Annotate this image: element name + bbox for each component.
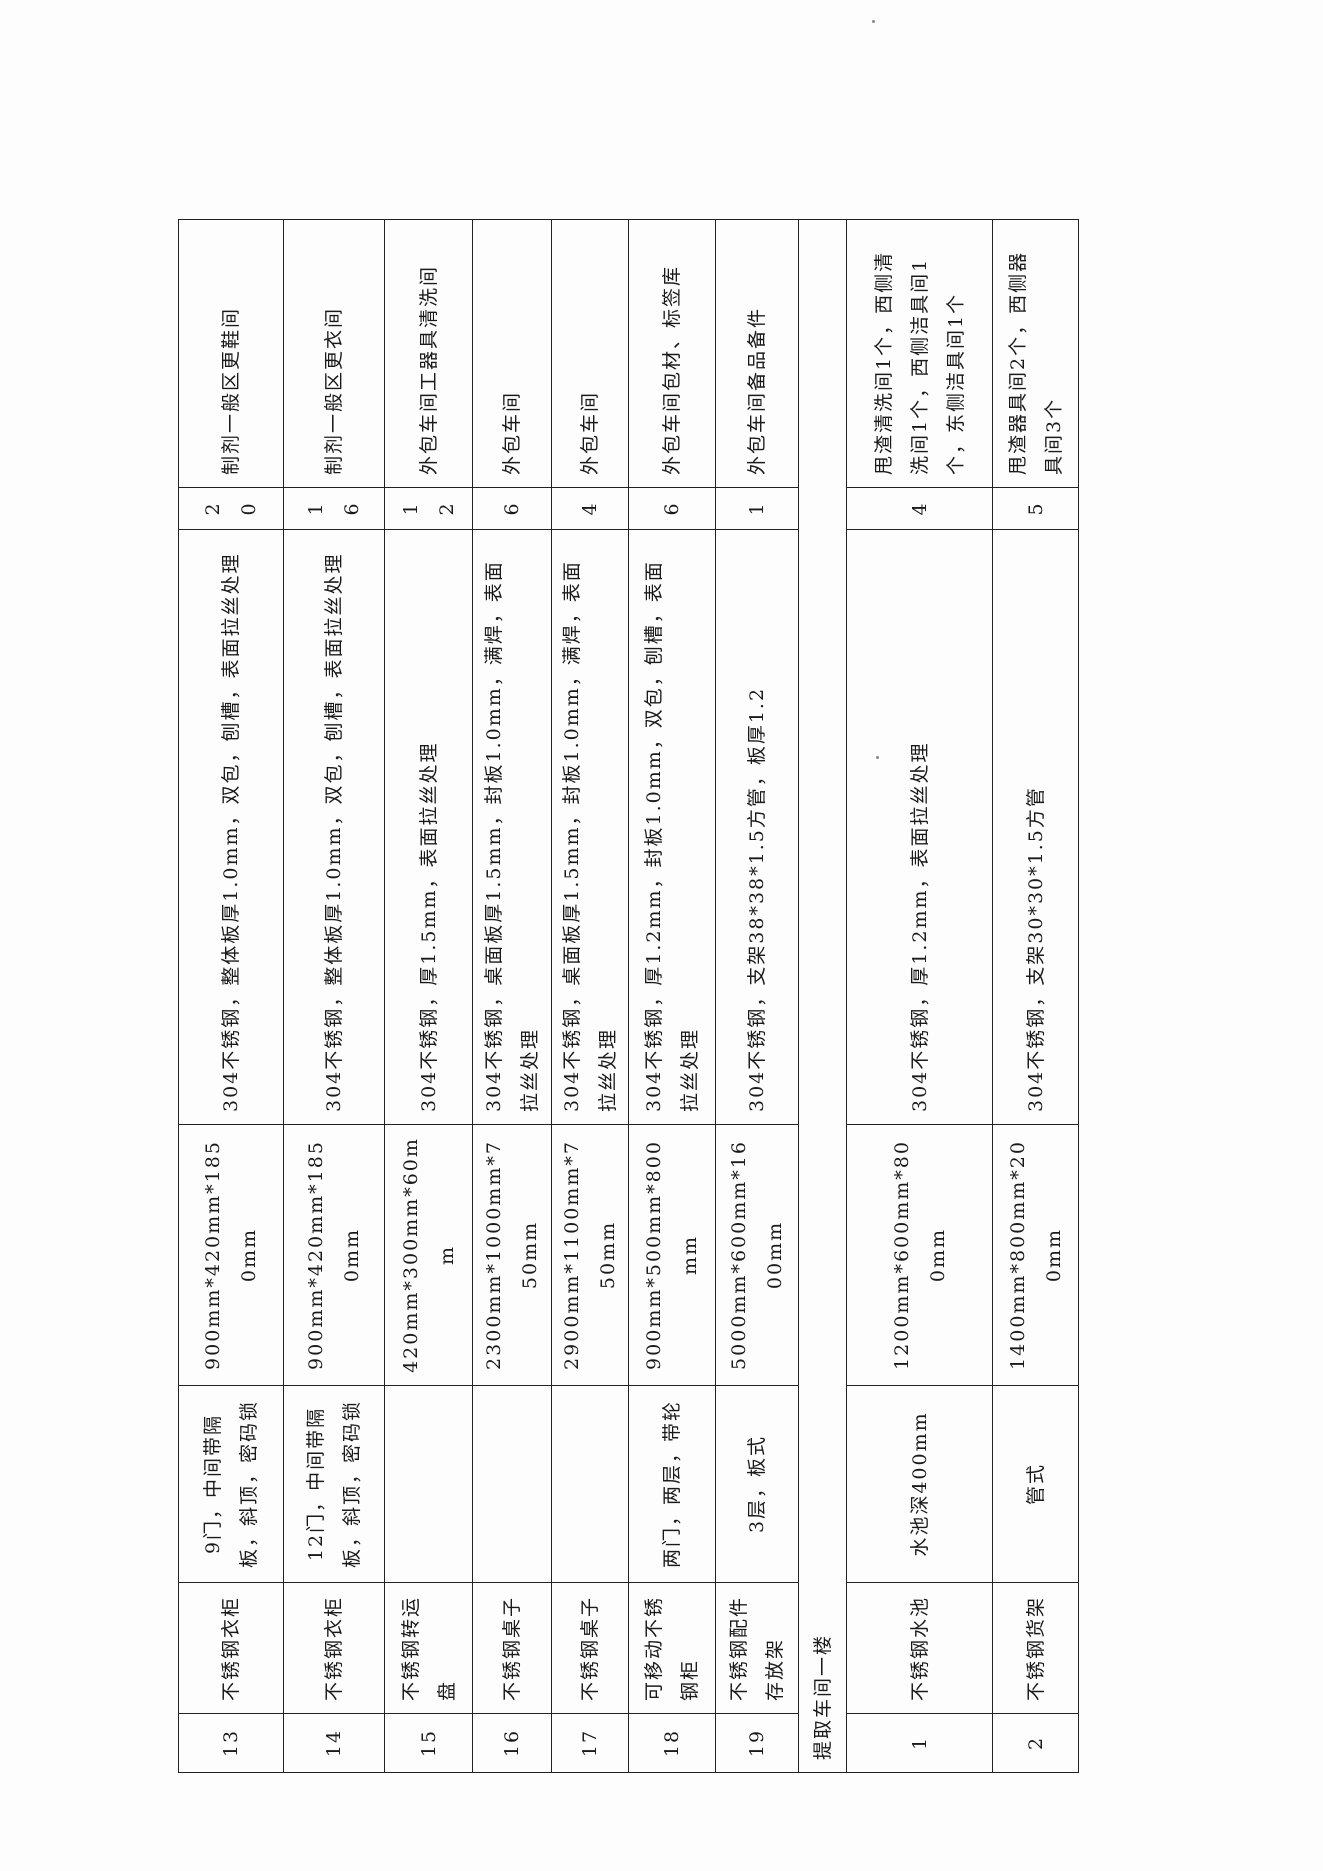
table-row: 13 不锈钢衣柜 9门，中间带隔板，斜顶，密码锁 900mm*420mm*1850mm… bbox=[178, 219, 284, 1773]
scan-speck bbox=[876, 756, 879, 759]
cell-location: 外包车间 bbox=[472, 219, 552, 488]
cell-qty: 16 bbox=[283, 487, 385, 530]
cell-name: 不锈钢衣柜 bbox=[178, 1582, 284, 1714]
cell-name: 可移动不锈钢柜 bbox=[628, 1582, 716, 1714]
cell-location: 甩渣器具间2个，西侧器具间3个 bbox=[992, 219, 1079, 488]
cell-material: 304不锈钢，厚1.2mm，表面拉丝处理 bbox=[846, 529, 993, 1125]
equipment-table: 13 不锈钢衣柜 9门，中间带隔板，斜顶，密码锁 900mm*420mm*1850mm… bbox=[178, 219, 1079, 1773]
cell-name: 不锈钢衣柜 bbox=[283, 1582, 385, 1714]
cell-name: 不锈钢转运盘 bbox=[384, 1582, 473, 1714]
cell-no: 1 bbox=[846, 1713, 993, 1773]
cell-qty: 6 bbox=[472, 487, 552, 530]
cell-size: 1400mm*800mm*200mm bbox=[992, 1124, 1079, 1386]
cell-spec: 12门，中间带隔板，斜顶，密码锁 bbox=[283, 1385, 385, 1583]
cell-size: 1200mm*600mm*800mm bbox=[846, 1124, 993, 1386]
cell-name: 不锈钢配件存放架 bbox=[715, 1582, 799, 1714]
cell-material: 304不锈钢，桌面板厚1.5mm，封板1.0mm，满焊，表面拉丝处理 bbox=[472, 529, 552, 1125]
cell-location: 外包车间工器具清洗间 bbox=[384, 219, 473, 488]
cell-size: 2300mm*1000mm*750mm bbox=[472, 1124, 552, 1386]
table-row: 2 不锈钢货架 管式 1400mm*800mm*200mm 304不锈钢，支架30*30… bbox=[992, 219, 1079, 1773]
cell-material: 304不锈钢，厚1.2mm，封板1.0mm，双包，刨槽，表面拉丝处理 bbox=[628, 529, 716, 1125]
cell-no: 17 bbox=[551, 1713, 629, 1773]
cell-material: 304不锈钢，桌面板厚1.5mm，封板1.0mm，满焊，表面拉丝处理 bbox=[551, 529, 629, 1125]
table-row: 17 不锈钢桌子 2900mm*1100mm*750mm 304不锈钢，桌面板厚1.5… bbox=[551, 219, 629, 1773]
cell-no: 14 bbox=[283, 1713, 385, 1773]
cell-size: 2900mm*1100mm*750mm bbox=[551, 1124, 629, 1386]
cell-location: 外包车间备品备件 bbox=[715, 219, 799, 488]
section-title: 提取车间一楼 bbox=[798, 219, 847, 1773]
cell-qty: 20 bbox=[178, 487, 284, 530]
cell-spec bbox=[472, 1385, 552, 1583]
table-row: 15 不锈钢转运盘 420mm*300mm*60mm 304不锈钢，厚1.5mm，表面… bbox=[384, 219, 473, 1773]
rotated-equipment-table: 13 不锈钢衣柜 9门，中间带隔板，斜顶，密码锁 900mm*420mm*1850mm… bbox=[178, 219, 1079, 1773]
cell-spec: 3层，板式 bbox=[715, 1385, 799, 1583]
cell-location: 制剂一般区更鞋间 bbox=[178, 219, 284, 488]
cell-size: 900mm*420mm*1850mm bbox=[283, 1124, 385, 1386]
cell-spec bbox=[384, 1385, 473, 1583]
cell-no: 19 bbox=[715, 1713, 799, 1773]
cell-name: 不锈钢货架 bbox=[992, 1582, 1079, 1714]
cell-no: 15 bbox=[384, 1713, 473, 1773]
section-header-row: 提取车间一楼 bbox=[798, 219, 847, 1773]
cell-qty: 12 bbox=[384, 487, 473, 530]
cell-qty: 4 bbox=[846, 487, 993, 530]
cell-material: 304不锈钢，整体板厚1.0mm，双包，刨槽，表面拉丝处理 bbox=[283, 529, 385, 1125]
cell-qty: 4 bbox=[551, 487, 629, 530]
cell-location: 制剂一般区更衣间 bbox=[283, 219, 385, 488]
cell-qty: 5 bbox=[992, 487, 1079, 530]
table-row: 16 不锈钢桌子 2300mm*1000mm*750mm 304不锈钢，桌面板厚1.5… bbox=[472, 219, 552, 1773]
cell-material: 304不锈钢，支架38*38*1.5方管，板厚1.2 bbox=[715, 529, 799, 1125]
cell-no: 16 bbox=[472, 1713, 552, 1773]
cell-location: 外包车间 bbox=[551, 219, 629, 488]
cell-material: 304不锈钢，厚1.5mm，表面拉丝处理 bbox=[384, 529, 473, 1125]
cell-no: 13 bbox=[178, 1713, 284, 1773]
table-row: 14 不锈钢衣柜 12门，中间带隔板，斜顶，密码锁 900mm*420mm*1850m… bbox=[283, 219, 385, 1773]
table-row: 1 不锈钢水池 水池深400mm 1200mm*600mm*800mm 304不锈钢，厚… bbox=[846, 219, 993, 1773]
table-row: 19 不锈钢配件存放架 3层，板式 5000mm*600mm*1600mm 304不锈钢… bbox=[715, 219, 799, 1773]
cell-location: 外包车间包材、标签库 bbox=[628, 219, 716, 488]
cell-material: 304不锈钢，支架30*30*1.5方管 bbox=[992, 529, 1079, 1125]
cell-spec bbox=[551, 1385, 629, 1583]
cell-size: 900mm*500mm*800mm bbox=[628, 1124, 716, 1386]
cell-qty: 1 bbox=[715, 487, 799, 530]
cell-spec: 管式 bbox=[992, 1385, 1079, 1583]
cell-spec: 9门，中间带隔板，斜顶，密码锁 bbox=[178, 1385, 284, 1583]
cell-spec: 水池深400mm bbox=[846, 1385, 993, 1583]
cell-name: 不锈钢桌子 bbox=[472, 1582, 552, 1714]
cell-no: 2 bbox=[992, 1713, 1079, 1773]
cell-size: 5000mm*600mm*1600mm bbox=[715, 1124, 799, 1386]
cell-name: 不锈钢水池 bbox=[846, 1582, 993, 1714]
cell-size: 900mm*420mm*1850mm bbox=[178, 1124, 284, 1386]
cell-qty: 6 bbox=[628, 487, 716, 530]
cell-location: 甩渣清洗间1个，西侧清洗间1个，西侧洁具间1个，东侧洁具间1个 bbox=[846, 219, 993, 488]
cell-spec: 两门，两层，带轮 bbox=[628, 1385, 716, 1583]
cell-name: 不锈钢桌子 bbox=[551, 1582, 629, 1714]
scan-speck bbox=[872, 20, 875, 23]
table-row: 18 可移动不锈钢柜 两门，两层，带轮 900mm*500mm*800mm 304不锈钢… bbox=[628, 219, 716, 1773]
cell-material: 304不锈钢，整体板厚1.0mm，双包，刨槽，表面拉丝处理 bbox=[178, 529, 284, 1125]
cell-size: 420mm*300mm*60mm bbox=[384, 1124, 473, 1386]
cell-no: 18 bbox=[628, 1713, 716, 1773]
